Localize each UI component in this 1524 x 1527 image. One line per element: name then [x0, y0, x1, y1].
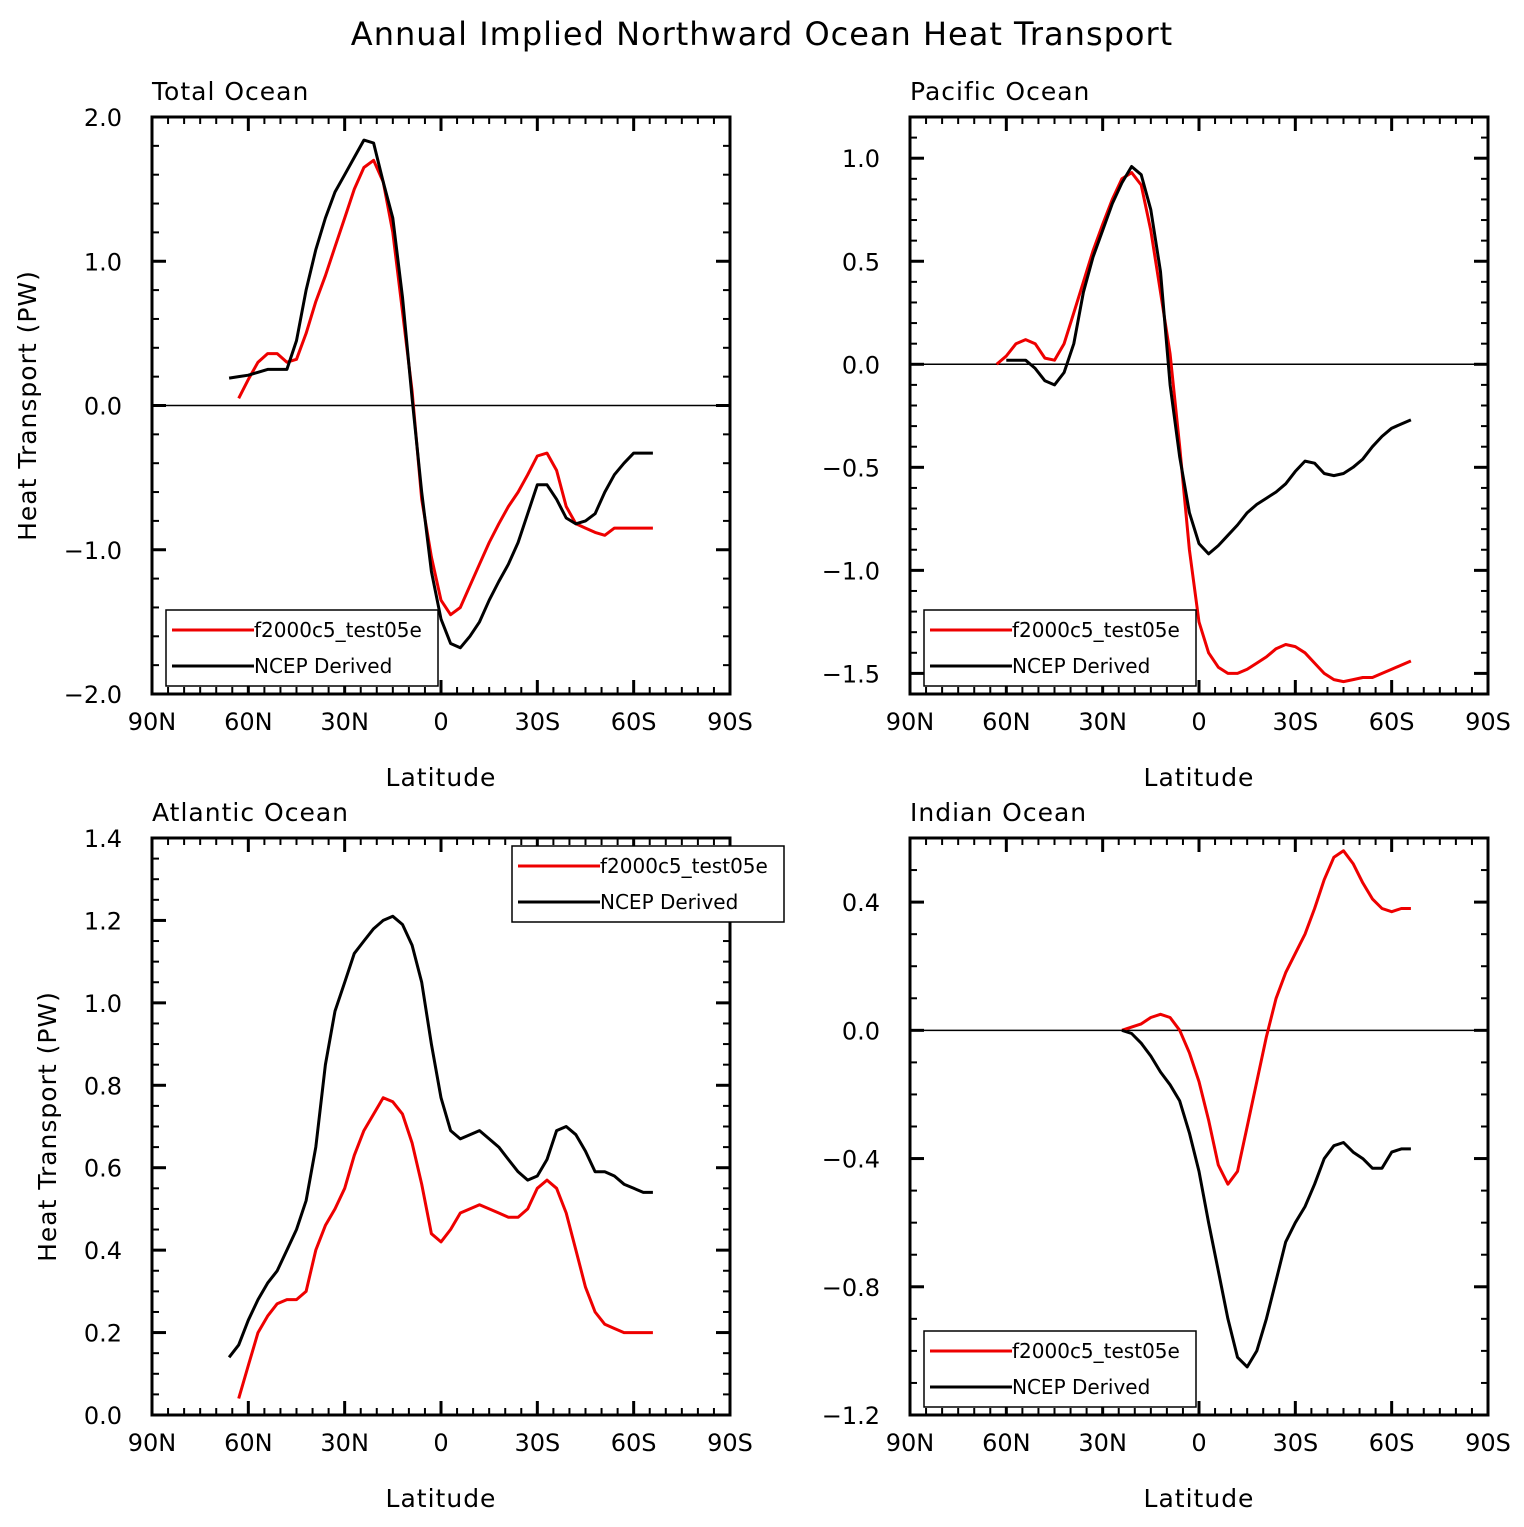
x-tick-label: 90S — [1465, 708, 1511, 736]
x-axis-label: Latitude — [386, 1484, 497, 1513]
x-tick-label: 90S — [707, 1429, 753, 1457]
legend-label: NCEP Derived — [1012, 1375, 1150, 1399]
x-tick-label: 60N — [982, 708, 1031, 736]
panel-title: Atlantic Ocean — [152, 798, 349, 827]
legend-box — [923, 609, 1197, 687]
x-tick-label: 60S — [1369, 1429, 1415, 1457]
series-line-model — [237, 158, 653, 617]
plot-frame — [908, 115, 1490, 696]
legend: f2000c5_test05e NCEP Derived — [923, 609, 1197, 687]
y-tick-label: 0.0 — [84, 1402, 122, 1430]
series-line-model — [237, 1096, 653, 1399]
legend: f2000c5_test05e NCEP Derived — [165, 609, 439, 687]
panel-title: Indian Ocean — [910, 798, 1087, 827]
y-tick-label: 0.6 — [84, 1155, 122, 1183]
y-axis-label: Heat Transport (PW) — [13, 270, 42, 541]
series-line-obs — [228, 138, 653, 650]
legend-label: f2000c5_test05e — [1012, 1339, 1180, 1363]
x-tick-label: 0 — [433, 1429, 448, 1457]
y-tick-label: −0.8 — [822, 1274, 880, 1302]
legend-label: NCEP Derived — [600, 890, 738, 914]
x-tick-label: 0 — [1191, 708, 1206, 736]
x-axis-label: Latitude — [386, 763, 497, 792]
y-tick-label: 0.5 — [842, 248, 880, 276]
x-tick-label: 30S — [514, 708, 560, 736]
plot-frame — [150, 836, 732, 1417]
y-tick-label: 0.8 — [84, 1072, 122, 1100]
y-tick-label: 1.2 — [84, 907, 122, 935]
x-tick-label: 0 — [1191, 1429, 1206, 1457]
x-tick-label: 30S — [514, 1429, 560, 1457]
panel-title: Total Ocean — [151, 77, 309, 106]
y-tick-label: 0.0 — [84, 393, 122, 421]
x-axis-label: Latitude — [1144, 1484, 1255, 1513]
x-tick-label: 90S — [707, 708, 753, 736]
figure-title: Annual Implied Northward Ocean Heat Tran… — [351, 15, 1173, 53]
x-tick-label: 30N — [1078, 1429, 1127, 1457]
panel-total: 90N 60N 30N 0 30S 60S 90S −2.0 −1.0 0.0 1.0 2.0 Tota… — [13, 77, 753, 792]
panel-pacific: 90N 60N 30N 0 30S 60S 90S −1.5 −1.0 −0.5 0.0 0.5 1.0… — [822, 77, 1511, 792]
y-tick-label: 1.0 — [84, 990, 122, 1018]
y-tick-label: 1.4 — [84, 825, 122, 853]
x-tick-label: 90N — [128, 1429, 177, 1457]
y-tick-label: −1.2 — [822, 1402, 880, 1430]
legend-box — [511, 845, 785, 923]
y-tick-label: −1.5 — [822, 660, 880, 688]
x-tick-label: 90S — [1465, 1429, 1511, 1457]
y-tick-label: 2.0 — [84, 104, 122, 132]
x-tick-label: 30N — [320, 1429, 369, 1457]
legend-label: f2000c5_test05e — [254, 618, 422, 642]
panel-indian: 90N 60N 30N 0 30S 60S 90S −1.2 −0.8 −0.4 0.0 0.4 Ind… — [822, 798, 1511, 1513]
x-tick-label: 60N — [982, 1429, 1031, 1457]
y-tick-label: −1.0 — [64, 537, 122, 565]
x-tick-label: 30S — [1272, 1429, 1318, 1457]
series-line-obs — [1121, 1028, 1411, 1369]
series-line-obs — [227, 914, 653, 1359]
y-tick-label: 0.4 — [84, 1237, 122, 1265]
legend-box — [165, 609, 439, 687]
panel-title: Pacific Ocean — [910, 77, 1090, 106]
y-tick-label: −2.0 — [64, 681, 122, 709]
y-tick-label: −0.4 — [822, 1146, 880, 1174]
y-tick-label: 0.0 — [842, 351, 880, 379]
y-tick-label: 0.0 — [842, 1017, 880, 1045]
legend-label: NCEP Derived — [1012, 654, 1150, 678]
y-axis-label: Heat Transport (PW) — [33, 991, 62, 1262]
x-tick-label: 90N — [886, 1429, 935, 1457]
x-tick-label: 60N — [224, 708, 273, 736]
legend-label: f2000c5_test05e — [1012, 618, 1180, 642]
x-tick-label: 60N — [224, 1429, 273, 1457]
y-tick-label: 1.0 — [84, 248, 122, 276]
series-line-obs — [1006, 165, 1412, 556]
x-tick-label: 30N — [320, 708, 369, 736]
series-line-model — [995, 171, 1412, 684]
x-tick-label: 90N — [886, 708, 935, 736]
x-tick-label: 30S — [1272, 708, 1318, 736]
x-axis-label: Latitude — [1144, 763, 1255, 792]
x-tick-label: 30N — [1078, 708, 1127, 736]
legend: f2000c5_test05e NCEP Derived — [511, 845, 785, 923]
x-tick-label: 60S — [611, 1429, 657, 1457]
legend-box — [923, 1330, 1197, 1408]
legend-label: NCEP Derived — [254, 654, 392, 678]
x-tick-label: 90N — [128, 708, 177, 736]
y-tick-label: −1.0 — [822, 557, 880, 585]
panel-atlantic: 90N 60N 30N 0 30S 60S 90S 0.0 0.2 0.4 0.6 0.8 1.0 1.2… — [33, 798, 785, 1513]
legend: f2000c5_test05e NCEP Derived — [923, 1330, 1197, 1408]
plot-frame — [908, 836, 1490, 1417]
x-tick-label: 60S — [611, 708, 657, 736]
x-tick-label: 0 — [433, 708, 448, 736]
x-tick-label: 60S — [1369, 708, 1415, 736]
series-line-model — [1121, 849, 1411, 1186]
y-tick-label: −0.5 — [822, 454, 880, 482]
y-tick-label: 0.4 — [842, 889, 880, 917]
y-tick-label: 0.2 — [84, 1320, 122, 1348]
legend-label: f2000c5_test05e — [600, 854, 768, 878]
y-tick-label: 1.0 — [842, 145, 880, 173]
